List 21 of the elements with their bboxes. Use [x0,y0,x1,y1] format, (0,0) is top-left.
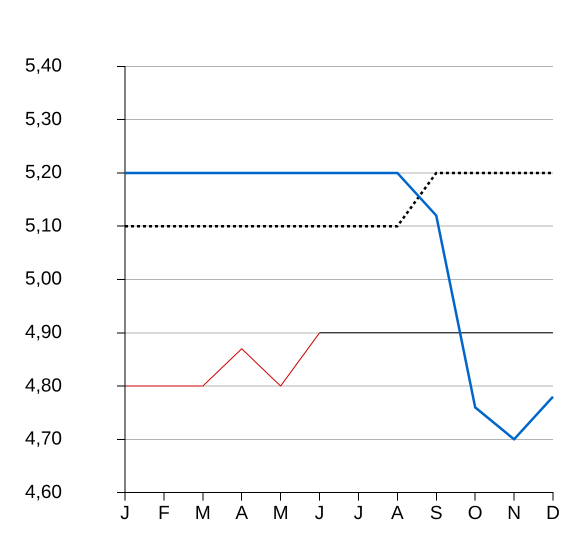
y-tick-label: 5,10 [25,215,62,236]
x-tick-label: F [158,503,170,524]
x-tick-label: M [272,503,289,524]
y-tick-label: 5,40 [25,56,62,77]
x-tick-label: S [430,503,443,524]
x-tick-label: J [354,503,364,524]
x-tick-label: A [235,503,248,524]
y-tick-label: 5,00 [25,268,62,290]
x-tick-label: N [507,503,521,524]
x-tick-label: J [120,503,130,524]
y-tick-label: 4,70 [25,428,62,450]
y-tick-label: 4,90 [25,322,62,344]
y-tick-label: 4,80 [25,375,62,396]
x-tick-label: M [194,503,211,524]
x-tick-label: J [314,503,324,524]
x-tick-label: O [468,503,483,524]
x-tick-label: A [391,503,404,524]
y-tick-label: 5,20 [25,162,62,184]
x-tick-label: D [546,503,560,524]
y-tick-label: 5,30 [25,108,62,130]
y-tick-label: 4,60 [25,482,62,503]
